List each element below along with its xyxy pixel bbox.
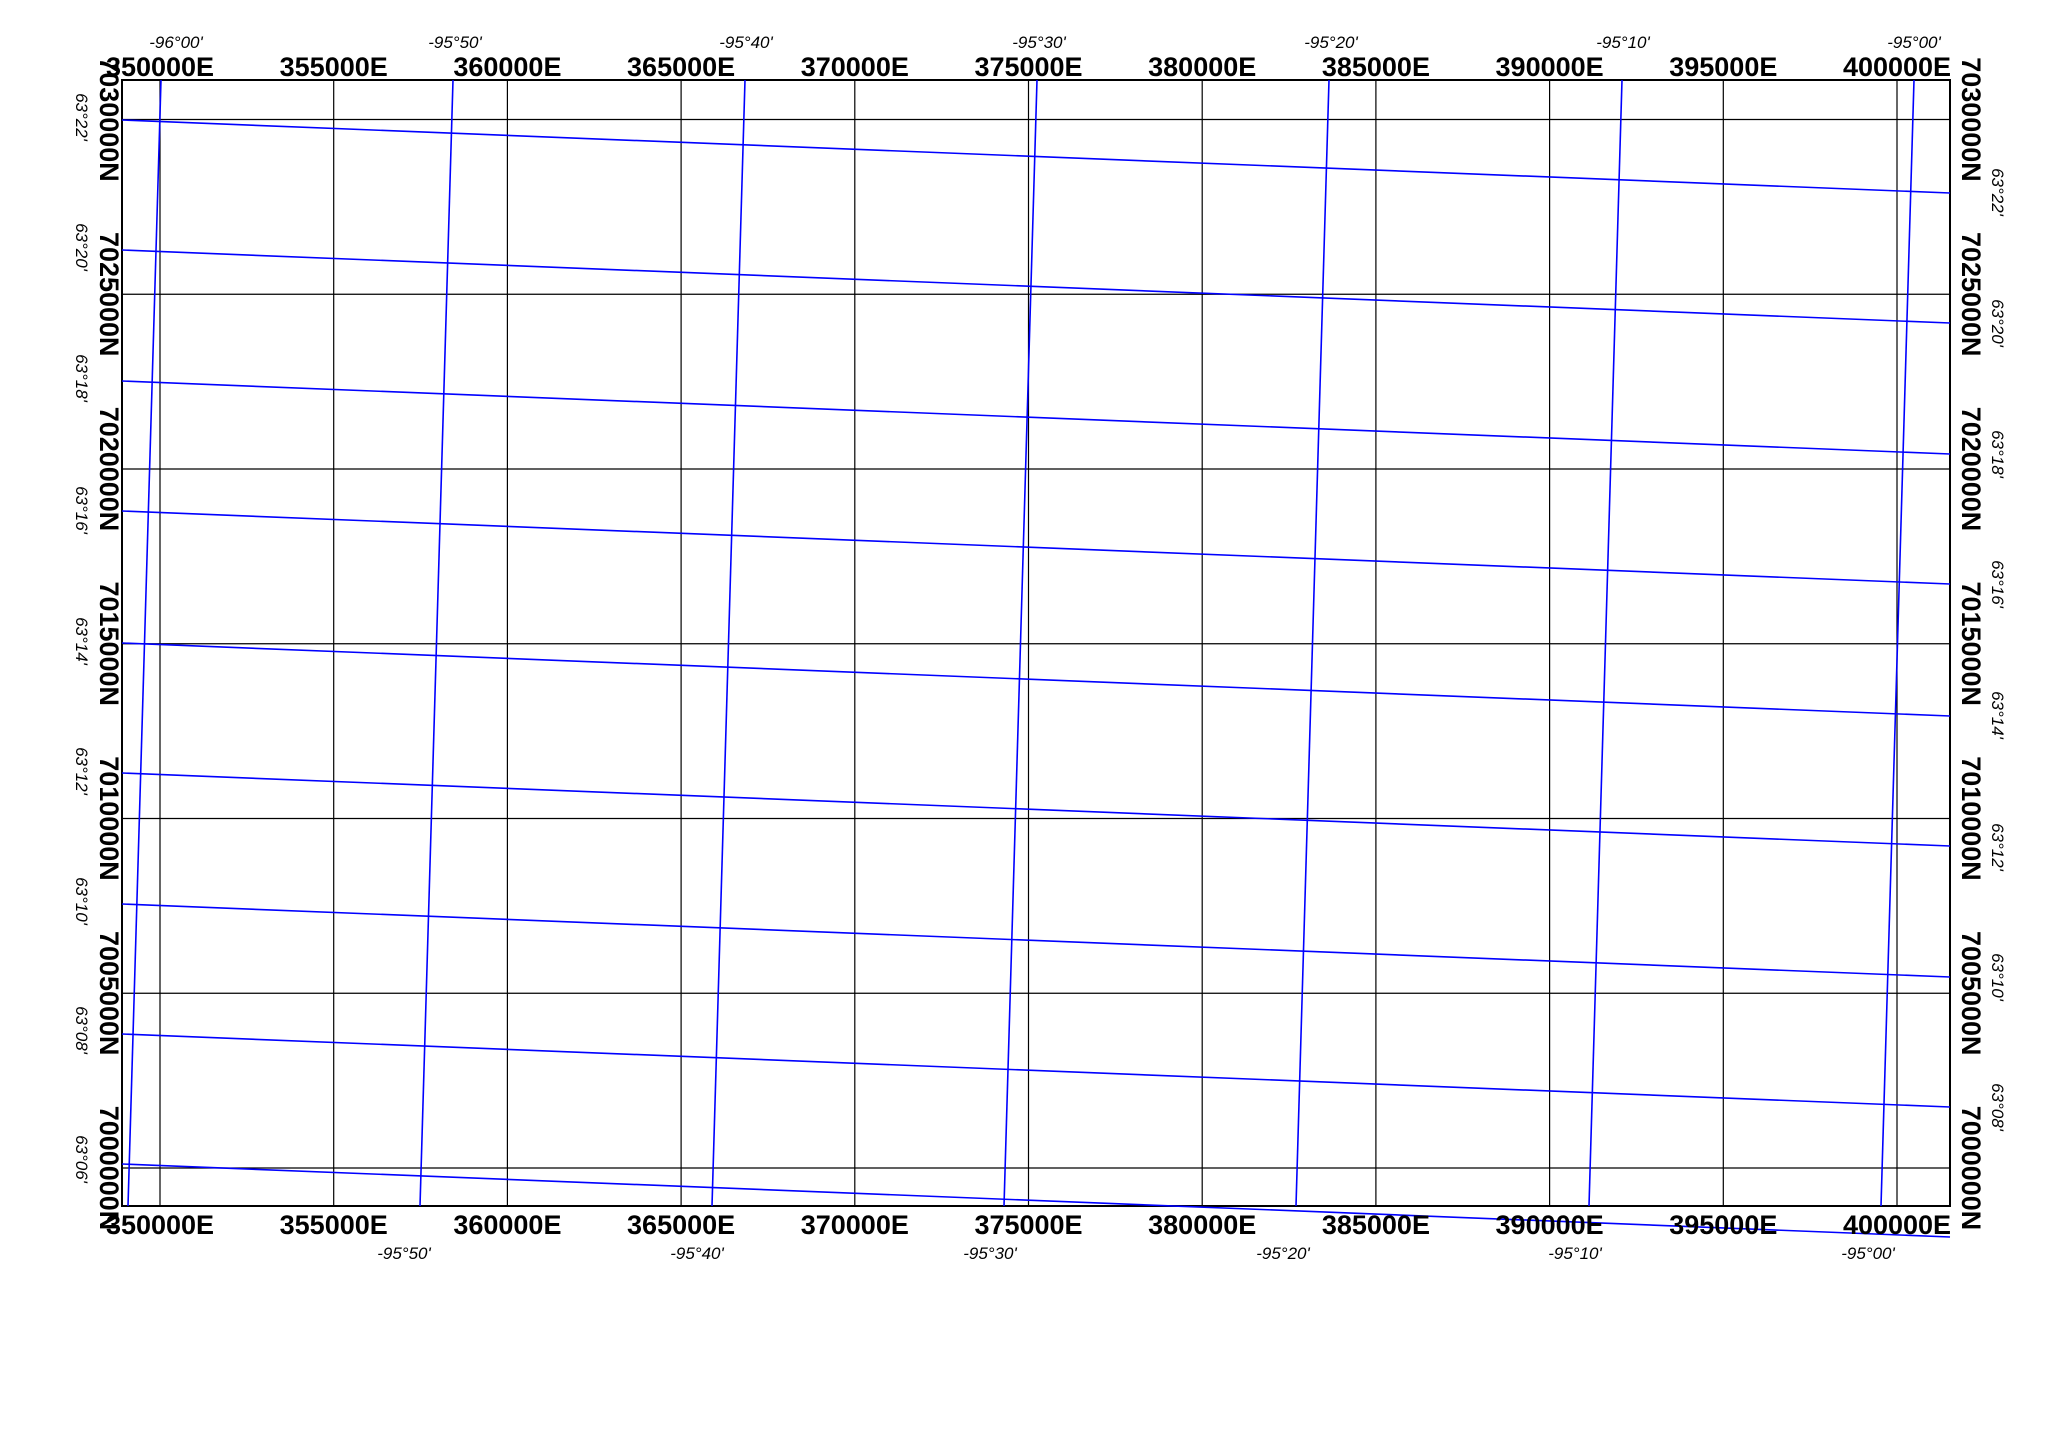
northing-label-right-1: 7025000N [1956,232,1986,357]
easting-label-top-9: 395000E [1669,52,1777,82]
meridian-line-1 [419,79,454,1207]
northing-label-left-4: 7010000N [94,756,124,881]
longitude-label-bottom-2: -95°30' [963,1244,1017,1263]
latitude-label-left-1: 63°20' [72,223,91,272]
parallel-line-2 [121,380,1951,455]
northing-label-left-3: 7015000N [94,581,124,706]
meridian-line-6 [1880,79,1915,1207]
easting-label-bottom-1: 355000E [280,1210,388,1240]
meridian-line-0 [127,79,162,1207]
longitude-label-bottom-4: -95°10' [1548,1244,1602,1263]
longitude-label-top-4: -95°20' [1304,33,1358,52]
longitude-label-top-6: -95°00' [1887,33,1941,52]
geographic-graticule [121,79,1951,1238]
easting-label-top-10: 400000E [1843,52,1951,82]
meridian-line-4 [1295,79,1330,1207]
latitude-label-right-0: 63°22' [1988,168,2007,217]
easting-label-top-7: 385000E [1322,52,1430,82]
easting-label-top-4: 370000E [801,52,909,82]
parallel-line-4 [121,642,1951,717]
longitude-label-bottom-5: -95°00' [1841,1244,1895,1263]
easting-label-top-8: 390000E [1496,52,1604,82]
northing-label-left-1: 7025000N [94,232,124,357]
longitude-label-bottom-1: -95°40' [670,1244,724,1263]
latitude-label-left-3: 63°16' [72,486,91,535]
latitude-label-left-8: 63°06' [72,1135,91,1184]
latitude-label-left-0: 63°22' [72,93,91,142]
longitude-label-bottom-0: -95°50' [377,1244,431,1263]
utm-labels: 350000E 350000E 355000E 355000E 360000E 36000… [94,52,1986,1240]
easting-label-top-6: 380000E [1148,52,1256,82]
meridian-line-3 [1003,79,1038,1207]
latitude-label-right-2: 63°18' [1988,430,2007,479]
northing-label-right-4: 7010000N [1956,756,1986,881]
latitude-label-left-7: 63°08' [72,1006,91,1055]
longitude-label-top-2: -95°40' [719,33,773,52]
latitude-label-left-6: 63°10' [72,877,91,926]
latitude-label-right-3: 63°16' [1988,560,2007,609]
utm-grid [122,80,1950,1206]
northing-label-right-2: 7020000N [1956,407,1986,532]
meridian-line-5 [1588,79,1623,1207]
latitude-label-left-2: 63°18' [72,354,91,403]
parallel-line-8 [121,1163,1951,1238]
northing-label-left-2: 7020000N [94,407,124,532]
easting-label-bottom-2: 360000E [453,1210,561,1240]
longitude-label-top-3: -95°30' [1012,33,1066,52]
parallel-line-0 [121,119,1951,194]
longitude-label-top-1: -95°50' [428,33,482,52]
northing-label-right-6: 7000000N [1956,1106,1986,1231]
easting-label-bottom-8: 390000E [1496,1210,1604,1240]
northing-label-left-6: 7000000N [94,1106,124,1231]
northing-label-right-5: 7005000N [1956,931,1986,1056]
easting-label-top-3: 365000E [627,52,735,82]
northing-label-left-5: 7005000N [94,931,124,1056]
easting-label-bottom-3: 365000E [627,1210,735,1240]
easting-label-top-2: 360000E [453,52,561,82]
easting-label-top-5: 375000E [974,52,1082,82]
easting-label-bottom-9: 395000E [1669,1210,1777,1240]
easting-label-bottom-7: 385000E [1322,1210,1430,1240]
northing-label-right-0: 7030000N [1956,57,1986,182]
easting-label-bottom-5: 375000E [974,1210,1082,1240]
easting-label-bottom-4: 370000E [801,1210,909,1240]
latitude-label-right-1: 63°20' [1988,299,2007,348]
parallel-line-6 [121,903,1951,978]
map-frame [121,79,1951,1207]
latitude-label-right-6: 63°10' [1988,953,2007,1002]
easting-label-top-0: 350000E [106,52,214,82]
meridian-line-2 [711,79,746,1207]
parallel-line-3 [121,510,1951,585]
northing-label-right-3: 7015000N [1956,581,1986,706]
latitude-label-right-7: 63°08' [1988,1083,2007,1132]
geo-labels: -96°00' -95°50' -95°40' -95°30' -95°20' -95°1… [72,33,2007,1263]
parallel-line-7 [121,1033,1951,1108]
parallel-line-1 [121,249,1951,324]
easting-label-bottom-10: 400000E [1843,1210,1951,1240]
northing-label-left-0: 7030000N [94,57,124,182]
latitude-label-right-4: 63°14' [1988,691,2007,740]
parallel-line-5 [121,772,1951,847]
easting-label-bottom-6: 380000E [1148,1210,1256,1240]
longitude-label-top-0: -96°00' [149,33,203,52]
latitude-label-right-5: 63°12' [1988,823,2007,872]
longitude-label-top-5: -95°10' [1596,33,1650,52]
latitude-label-left-4: 63°14' [72,617,91,666]
easting-label-bottom-0: 350000E [106,1210,214,1240]
easting-label-top-1: 355000E [280,52,388,82]
latitude-label-left-5: 63°12' [72,747,91,796]
longitude-label-bottom-3: -95°20' [1256,1244,1310,1263]
